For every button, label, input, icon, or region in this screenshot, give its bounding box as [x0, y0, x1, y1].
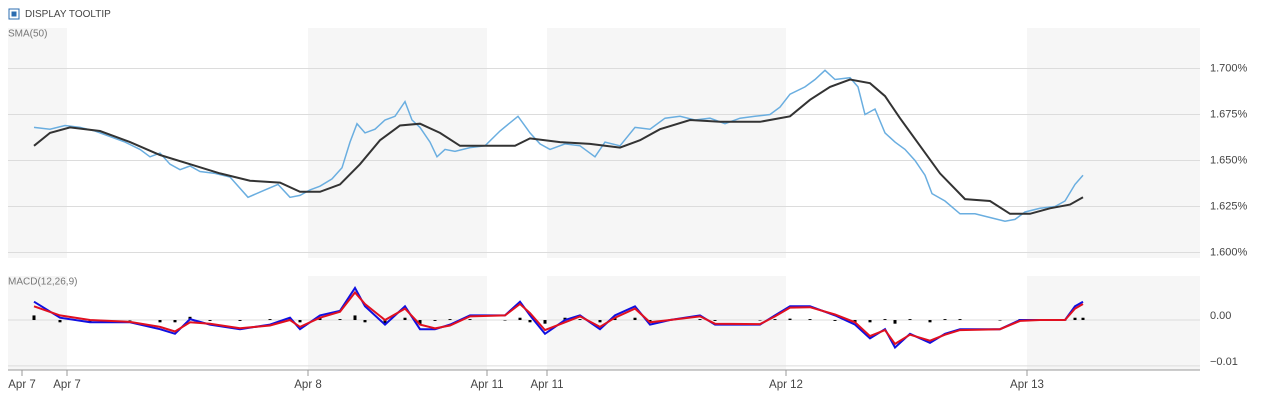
histogram-bar — [908, 319, 912, 321]
histogram-bar — [448, 319, 452, 321]
histogram-bar — [518, 317, 522, 321]
histogram-bar — [773, 319, 777, 321]
shade — [308, 276, 487, 370]
histogram-bar — [928, 320, 932, 323]
x-tick-label: Apr 7 — [8, 379, 36, 391]
y-tick-label: 1.600% — [1210, 246, 1248, 258]
x-tick-label: Apr 11 — [530, 379, 563, 391]
histogram-bar — [173, 320, 177, 323]
histogram-bar — [543, 320, 547, 324]
histogram-bar — [318, 317, 322, 321]
x-tick-label: Apr 7 — [53, 379, 81, 391]
y-tick-label: 1.650% — [1210, 154, 1248, 166]
histogram-bar — [868, 320, 872, 323]
histogram-bar — [598, 320, 602, 323]
checkbox-mark — [11, 11, 17, 17]
histogram-bar — [363, 320, 367, 323]
x-tick-label: Apr 11 — [470, 379, 503, 391]
histogram-bar — [893, 320, 897, 324]
histogram-bar — [383, 320, 387, 325]
shade — [1027, 28, 1200, 258]
shade — [8, 276, 67, 370]
y-tick-label: 1.625% — [1210, 200, 1248, 212]
y-tick-label: 1.700% — [1210, 62, 1248, 74]
histogram-bar — [528, 320, 532, 323]
histogram-bar — [58, 320, 62, 323]
histogram-bar — [958, 319, 962, 321]
x-tick-label: Apr 12 — [769, 379, 803, 391]
histogram-bar — [613, 317, 617, 321]
histogram-bar — [998, 320, 1002, 321]
histogram-bar — [1081, 317, 1085, 321]
histogram-bar — [208, 320, 212, 321]
histogram-bar — [563, 317, 567, 321]
histogram-bar — [1073, 317, 1077, 321]
histogram-bar — [128, 320, 132, 321]
session-shading — [8, 28, 1200, 370]
series-line — [33, 78, 1084, 215]
histogram-bar — [698, 319, 702, 321]
histogram-bar — [808, 319, 812, 321]
tooltip-toggle[interactable]: DISPLAY TOOLTIP — [8, 8, 111, 20]
histogram-bar — [158, 320, 162, 323]
y-tick-label: −0.01 — [1210, 356, 1238, 368]
shade — [1027, 276, 1200, 370]
shade — [547, 276, 786, 370]
y-tick-label: 0.00 — [1210, 310, 1231, 322]
x-tick-label: Apr 8 — [294, 379, 322, 391]
shade — [308, 28, 487, 258]
histogram-bar — [403, 317, 407, 321]
histogram-bar — [338, 319, 342, 321]
toggle-label[interactable]: DISPLAY TOOLTIP — [25, 9, 111, 20]
histogram-bar — [713, 320, 717, 321]
histogram-bar — [468, 319, 472, 321]
histogram-bar — [503, 320, 507, 321]
histogram-bar — [268, 319, 272, 321]
x-tick-label: Apr 13 — [1010, 379, 1044, 391]
histogram-bar — [833, 320, 837, 321]
histogram-bar — [32, 315, 36, 321]
histogram-bar — [788, 318, 792, 321]
histogram-bar — [758, 320, 762, 321]
histogram-bar — [418, 320, 422, 325]
histogram-bar — [433, 320, 437, 321]
histogram-bar — [88, 320, 92, 323]
series-line — [33, 69, 1084, 222]
histogram-bar — [853, 320, 857, 323]
histogram-bar — [353, 315, 357, 321]
histogram-bar — [238, 320, 242, 321]
histogram-bar — [943, 319, 947, 321]
histogram-bar — [578, 319, 582, 321]
histogram-bar — [298, 320, 302, 323]
histogram-bar — [883, 319, 887, 321]
series-line — [33, 290, 1084, 346]
panel-title: SMA(50) — [8, 29, 47, 40]
panel-title: MACD(12,26,9) — [8, 277, 77, 288]
y-tick-label: 1.675% — [1210, 108, 1248, 120]
histogram-bar — [633, 317, 637, 321]
